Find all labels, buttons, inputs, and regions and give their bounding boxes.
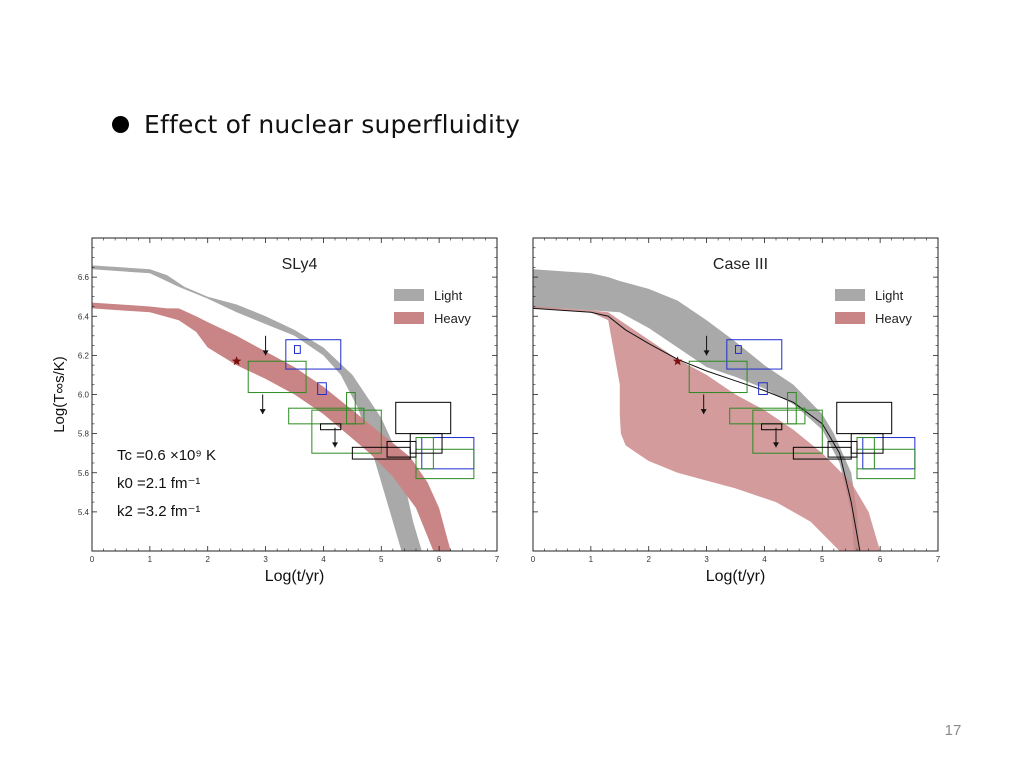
cooling-curve [533, 307, 861, 551]
y-tick-label: 6.4 [78, 312, 90, 321]
black-obs-box-3 [850, 433, 884, 454]
legend-swatch-heavy [835, 312, 865, 324]
blue-obs-box-1 [285, 339, 342, 370]
black-obs-box-1 [836, 401, 893, 435]
annotation-line3: k2 =3.2 fm⁻¹ [117, 503, 200, 520]
legend-swatch-light [835, 289, 865, 301]
blue-obs-box-2 [294, 345, 301, 354]
slide-bullet-text: Effect of nuclear superfluidity [144, 109, 521, 139]
limit-arrowhead-2 [259, 409, 266, 415]
y-tick-label: 6.6 [78, 273, 90, 282]
band-light [533, 269, 860, 551]
y-tick-label: 6.2 [78, 351, 90, 360]
legend-label-light: Light [434, 288, 463, 303]
limit-arrowhead-3 [773, 442, 779, 448]
green-obs-box-4 [311, 409, 382, 454]
limit-arrowhead-2 [700, 409, 707, 415]
blue-obs-box-3 [758, 382, 768, 396]
annotation-line1: Tc =0.6 ×10⁹ K [117, 447, 216, 464]
y-axis-label: Log(T∞s/K) [51, 356, 68, 433]
x-tick-label: 5 [379, 555, 384, 564]
x-tick-label: 0 [90, 555, 95, 564]
x-tick-label: 1 [589, 555, 594, 564]
limit-arrowhead-1 [703, 350, 710, 356]
limit-arrowhead-1 [262, 350, 269, 356]
black-obs-box-5 [761, 423, 783, 431]
x-tick-label: 6 [437, 555, 442, 564]
x-tick-label: 7 [936, 555, 941, 564]
chart-title: Case III [713, 256, 768, 273]
y-tick-label: 5.8 [78, 430, 90, 439]
chart-panel-2: 0 1 2 3 4 5 6 7 Case III Log(t/yr) Light Heavy [531, 237, 941, 585]
x-tick-label: 7 [495, 555, 500, 564]
x-tick-label: 2 [205, 555, 210, 564]
plot-area [533, 269, 916, 551]
green-obs-box-3 [787, 392, 797, 425]
y-tick-label: 5.6 [78, 469, 90, 478]
x-tick-label: 0 [531, 555, 536, 564]
legend-swatch-light [394, 289, 424, 301]
x-tick-label: 4 [321, 555, 326, 564]
green-obs-box-4 [752, 409, 823, 454]
bullet-dot-icon [112, 115, 129, 133]
black-obs-box-4 [792, 446, 852, 460]
legend-label-heavy: Heavy [875, 311, 912, 326]
x-tick-label: 3 [704, 555, 709, 564]
star-marker [231, 356, 242, 366]
chart-panel-1: 0 1 2 3 4 5 6 7 5.4 5.6 5.8 6.0 6.2 6.4 6.6 SLy4 Log(t/y… [51, 237, 500, 585]
black-obs-box-2 [386, 440, 417, 458]
legend-label-light: Light [875, 288, 904, 303]
black-obs-box-2 [827, 440, 858, 458]
blue-obs-box-1 [726, 339, 783, 370]
plot-area [92, 265, 475, 551]
blue-obs-box-3 [317, 382, 327, 396]
page-number: 17 [944, 722, 962, 739]
black-obs-box-5 [320, 423, 342, 431]
annotation-line2: k0 =2.1 fm⁻¹ [117, 475, 200, 492]
x-axis-label: Log(t/yr) [265, 568, 325, 585]
green-obs-box-1 [688, 360, 748, 394]
blue-obs-box-2 [735, 345, 742, 354]
black-obs-box-3 [409, 433, 443, 454]
x-tick-label: 2 [646, 555, 651, 564]
bullet-line: Effect of nuclear superfluidity [112, 104, 520, 144]
green-obs-box-3 [346, 392, 356, 425]
star-marker [672, 356, 683, 366]
legend-swatch-heavy [394, 312, 424, 324]
band-heavy [533, 306, 881, 551]
x-tick-label: 3 [263, 555, 268, 564]
green-obs-box-1 [247, 360, 307, 394]
chart-title: SLy4 [282, 256, 318, 273]
legend-label-heavy: Heavy [434, 311, 471, 326]
black-obs-box-1 [395, 401, 452, 435]
y-tick-label: 5.4 [78, 508, 90, 517]
x-tick-label: 5 [820, 555, 825, 564]
x-axis-label: Log(t/yr) [706, 568, 766, 585]
black-obs-box-4 [351, 446, 411, 460]
y-tick-label: 6.0 [78, 391, 90, 400]
limit-arrowhead-3 [332, 442, 338, 448]
x-tick-label: 4 [762, 555, 767, 564]
x-tick-label: 6 [878, 555, 883, 564]
x-tick-label: 1 [148, 555, 153, 564]
